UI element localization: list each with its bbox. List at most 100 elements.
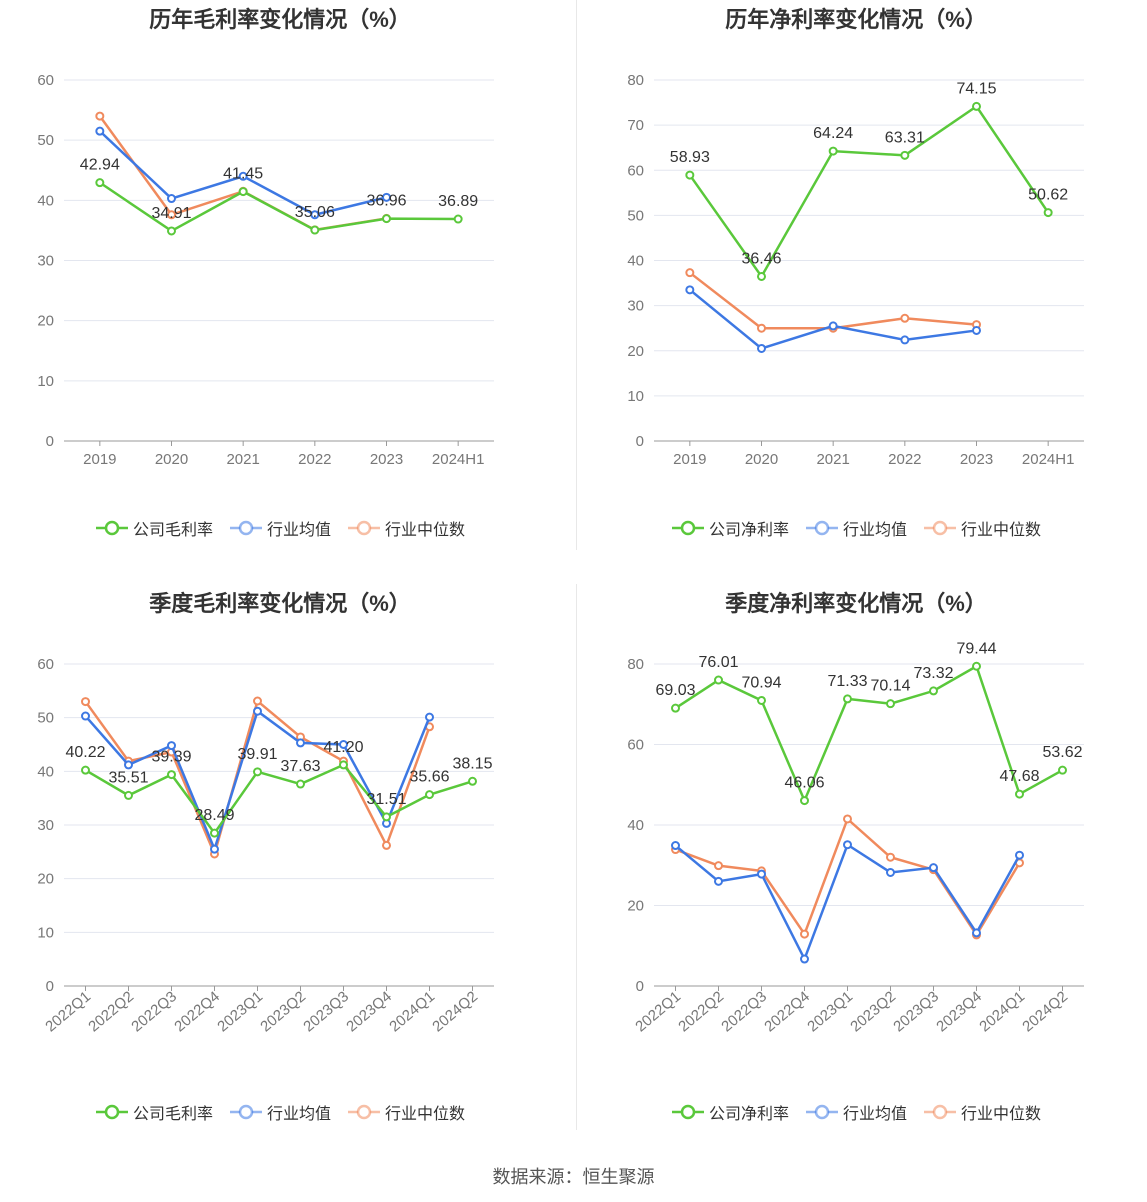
chart-plot-quarterly-gross-margin: 01020304050602022Q12022Q22022Q32022Q4202… — [37, 656, 494, 1035]
data-point-avg — [900, 335, 910, 345]
chart-panel-quarterly-net-margin: 季度净利率变化情况（%） 0 20 40 60 80 2022Q1 2022Q2 2022Q3… — [576, 584, 1136, 1164]
data-point-company — [81, 765, 90, 775]
chart-legend: 公司净利率 行业均值 行业中位数 — [576, 516, 1136, 540]
data-point-company — [1015, 789, 1024, 799]
data-point-avg — [253, 706, 262, 716]
legend-marker-icon — [671, 520, 704, 536]
x-tick-label: 2024Q2 — [1019, 988, 1071, 1035]
data-point-median — [843, 814, 852, 824]
legend-item-median[interactable]: 行业中位数 — [923, 516, 1041, 540]
x-tick-label: 2019 — [673, 451, 706, 468]
chart-legend: 公司毛利率 行业均值 行业中位数 — [0, 1100, 560, 1124]
data-label: 35.66 — [409, 769, 449, 786]
series-line-avg — [674, 842, 1021, 963]
data-point-company — [972, 101, 981, 111]
legend-item-company[interactable]: 公司毛利率 — [95, 516, 213, 540]
data-point-median — [253, 696, 262, 706]
data-point-median — [167, 210, 176, 220]
legend-item-company[interactable]: 公司净利率 — [671, 1100, 789, 1124]
y-tick-label: 0 — [46, 433, 54, 450]
data-point-company — [453, 214, 463, 224]
data-point-avg — [757, 343, 766, 353]
x-tick-label: 2022Q1 — [632, 988, 684, 1035]
series-line-company — [84, 763, 473, 836]
data-point-median — [900, 313, 910, 323]
data-point-avg — [296, 738, 305, 748]
panel-divider-top — [576, 0, 577, 550]
legend-item-median[interactable]: 行业中位数 — [923, 1100, 1041, 1124]
data-point-avg — [843, 840, 852, 850]
panel-divider-bottom — [576, 584, 577, 1130]
y-tick-label: 80 — [627, 72, 644, 89]
y-tick-label: 20 — [37, 313, 54, 330]
x-tick-label: 2022Q2 — [85, 988, 137, 1035]
data-label: 50.62 — [1028, 187, 1068, 204]
data-point-company — [296, 779, 305, 789]
legend-label: 行业均值 — [842, 1106, 907, 1123]
legend-item-median[interactable]: 行业中位数 — [347, 1100, 465, 1124]
y-tick-label: 0 — [636, 433, 644, 450]
data-label: 37.63 — [280, 758, 320, 775]
data-point-company — [972, 661, 981, 671]
data-point-avg — [167, 741, 176, 751]
legend-item-avg[interactable]: 行业均值 — [805, 516, 907, 540]
data-point-company — [310, 225, 320, 235]
legend-marker-icon — [229, 1104, 262, 1120]
data-point-company — [468, 776, 477, 786]
legend-item-company[interactable]: 公司毛利率 — [95, 1100, 213, 1124]
y-tick-label: 40 — [37, 763, 54, 780]
x-tick-label: 2023Q4 — [933, 988, 985, 1035]
data-point-median — [714, 861, 723, 871]
x-tick-label: 2022Q4 — [171, 988, 223, 1035]
legend-label: 行业均值 — [842, 522, 907, 539]
data-point-company — [382, 214, 391, 224]
data-point-company — [800, 796, 809, 806]
legend-label: 公司净利率 — [708, 522, 789, 539]
y-tick-label: 50 — [37, 710, 54, 727]
x-tick-label: 2024Q1 — [976, 988, 1028, 1035]
y-tick-label: 60 — [627, 162, 644, 179]
x-tick-label: 2023Q4 — [343, 988, 395, 1035]
data-point-company — [382, 812, 391, 822]
chart-plot-annual-net-margin: 0 10 20 30 40 50 60 70 80 2019 2020 2021 2022 2023 202… — [627, 72, 1084, 468]
legend-item-company[interactable]: 公司净利率 — [671, 516, 789, 540]
data-point-avg — [310, 210, 320, 220]
chart-title: 历年毛利率变化情况（%） — [149, 7, 411, 32]
y-tick-label: 10 — [627, 388, 644, 405]
x-tick-label: 2023 — [960, 451, 993, 468]
data-point-avg — [972, 928, 981, 938]
y-tick-label: 30 — [37, 817, 54, 834]
legend-item-median[interactable]: 行业中位数 — [347, 516, 465, 540]
data-label: 35.51 — [108, 769, 148, 786]
data-label: 35.06 — [295, 204, 335, 221]
y-tick-label: 40 — [37, 192, 54, 209]
x-tick-label: 2023 — [370, 451, 403, 468]
series-line-median — [675, 816, 1021, 938]
data-point-company — [685, 170, 695, 180]
data-label: 58.93 — [670, 149, 710, 166]
legend-marker-icon — [229, 520, 262, 536]
legend-item-avg[interactable]: 行业均值 — [229, 516, 331, 540]
legend-item-avg[interactable]: 行业均值 — [805, 1100, 907, 1124]
data-point-avg — [382, 192, 391, 202]
chart-plot-annual-gross-margin: 0 10 20 30 40 50 60 2019 2020 2021 2022 2023 2024H1 4… — [37, 72, 494, 468]
data-point-company — [1043, 208, 1053, 218]
chart-legend: 公司净利率 行业均值 行业中位数 — [576, 1100, 1136, 1124]
data-point-company — [425, 790, 434, 800]
x-tick-label: 2023Q2 — [847, 988, 899, 1035]
data-label: 70.94 — [741, 674, 781, 691]
data-point-avg — [929, 863, 938, 873]
data-label: 39.91 — [237, 746, 277, 763]
data-point-company — [1058, 765, 1067, 775]
series-line-company — [688, 104, 1050, 279]
legend-marker-icon — [805, 1104, 838, 1120]
data-label: 36.96 — [366, 193, 406, 210]
x-tick-label: 2023Q3 — [300, 988, 352, 1035]
x-tick-label: 2022Q3 — [128, 988, 180, 1035]
data-label: 41.45 — [223, 166, 263, 183]
x-tick-label: 2021 — [226, 451, 259, 468]
x-tick-label: 2020 — [745, 451, 778, 468]
y-tick-label: 40 — [627, 253, 644, 270]
legend-item-avg[interactable]: 行业均值 — [229, 1100, 331, 1124]
legend-marker-icon — [805, 520, 838, 536]
